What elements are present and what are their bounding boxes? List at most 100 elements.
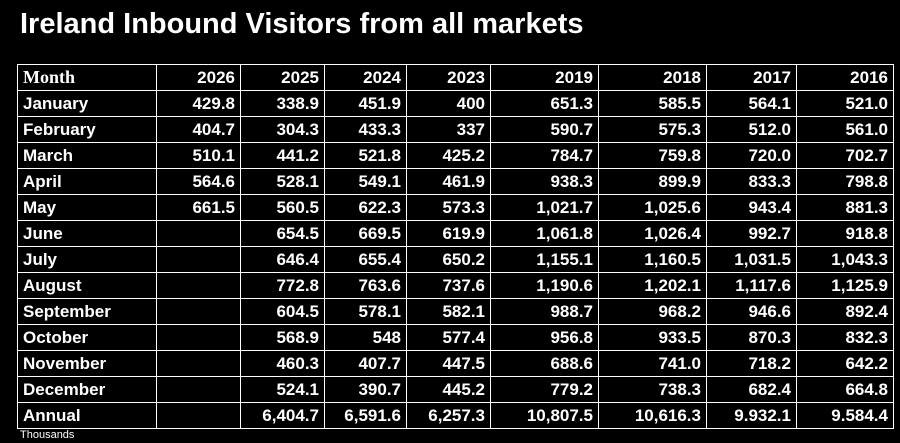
table-cell: 390.7 (324, 376, 407, 403)
table-cell: 6,257.3 (406, 402, 491, 429)
table-row: December 524.1 390.7 445.2 779.2 738.3 682.4 66… (17, 376, 894, 403)
table-cell (156, 246, 241, 273)
table-cell: 429.8 (156, 90, 241, 117)
table-cell: 946.6 (706, 298, 797, 325)
table-cell: 688.6 (490, 350, 599, 377)
table-cell: 832.3 (796, 324, 894, 351)
table-cell: 549.1 (324, 168, 407, 195)
table-row: October 568.9 548 577.4 956.8 933.5 870.3 832.3 (17, 324, 894, 351)
table-cell: 654.5 (240, 220, 325, 247)
header-cell: 2016 (796, 64, 894, 91)
table-cell: 1,117.6 (706, 272, 797, 299)
table-cell: 582.1 (406, 298, 491, 325)
table-cell: 956.8 (490, 324, 599, 351)
table-cell: 400 (406, 90, 491, 117)
table-cell: 1,061.8 (490, 220, 599, 247)
header-cell: 2018 (598, 64, 707, 91)
table-cell: 447.5 (406, 350, 491, 377)
table-cell: 669.5 (324, 220, 407, 247)
table-cell: 1,026.4 (598, 220, 707, 247)
table-row: July 646.4 655.4 650.2 1,155.1 1,160.5 1,031.5… (17, 246, 894, 273)
table-cell: 718.2 (706, 350, 797, 377)
header-cell: 2019 (490, 64, 599, 91)
table-cell: 763.6 (324, 272, 407, 299)
table-cell: 6,591.6 (324, 402, 407, 429)
table-row: September 604.5 578.1 582.1 988.7 968.2 946.6 8… (17, 298, 894, 325)
table-cell: 1,160.5 (598, 246, 707, 273)
table-cell: 577.4 (406, 324, 491, 351)
table-cell: 655.4 (324, 246, 407, 273)
table-row: March 510.1 441.2 521.8 425.2 784.7 759.8 720.0… (17, 142, 894, 169)
table-cell: 651.3 (490, 90, 599, 117)
table-cell: 642.2 (796, 350, 894, 377)
table-body: January 429.8 338.9 451.9 400 651.3 585.5 564.1… (17, 90, 894, 429)
table-cell: 425.2 (406, 142, 491, 169)
table-cell: 573.3 (406, 194, 491, 221)
table-cell: 304.3 (240, 116, 325, 143)
row-label: December (17, 376, 157, 403)
table-cell: 561.0 (796, 116, 894, 143)
table-cell: 604.5 (240, 298, 325, 325)
row-label: August (17, 272, 157, 299)
table-cell: 528.1 (240, 168, 325, 195)
table-cell: 899.9 (598, 168, 707, 195)
table-cell: 1,190.6 (490, 272, 599, 299)
table-cell: 441.2 (240, 142, 325, 169)
header-cell: 2017 (706, 64, 797, 91)
row-label: May (17, 194, 157, 221)
table-cell: 779.2 (490, 376, 599, 403)
table-cell: 664.8 (796, 376, 894, 403)
table-cell: 510.1 (156, 142, 241, 169)
table-cell: 943.4 (706, 194, 797, 221)
table-cell: 460.3 (240, 350, 325, 377)
table-cell: 1,031.5 (706, 246, 797, 273)
table-cell: 702.7 (796, 142, 894, 169)
table-cell (156, 324, 241, 351)
row-label: July (17, 246, 157, 273)
header-cell: 2024 (324, 64, 407, 91)
table-cell: 720.0 (706, 142, 797, 169)
table-cell: 622.3 (324, 194, 407, 221)
table-cell: 6,404.7 (240, 402, 325, 429)
table-cell: 738.3 (598, 376, 707, 403)
table-cell: 578.1 (324, 298, 407, 325)
table-row: May 661.5 560.5 622.3 573.3 1,021.7 1,025.6 943… (17, 194, 894, 221)
table-cell: 404.7 (156, 116, 241, 143)
table-cell: 661.5 (156, 194, 241, 221)
visitors-table: Month 2026 2025 2024 2023 2019 2018 2017 2016 Ja… (17, 64, 894, 429)
table-cell: 10,807.5 (490, 402, 599, 429)
row-label: June (17, 220, 157, 247)
title: Ireland Inbound Visitors from all market… (20, 8, 584, 40)
table-cell: 772.8 (240, 272, 325, 299)
table-cell: 568.9 (240, 324, 325, 351)
table-cell: 548 (324, 324, 407, 351)
table-cell: 1,202.1 (598, 272, 707, 299)
table-cell: 433.3 (324, 116, 407, 143)
table-cell (156, 298, 241, 325)
table-cell: 9.584.4 (796, 402, 894, 429)
table-cell (156, 350, 241, 377)
table-cell: 521.8 (324, 142, 407, 169)
table-cell: 1,021.7 (490, 194, 599, 221)
table-cell: 759.8 (598, 142, 707, 169)
table-cell: 445.2 (406, 376, 491, 403)
table-cell (156, 402, 241, 429)
table-cell: 407.7 (324, 350, 407, 377)
row-label: Annual (17, 402, 157, 429)
table-cell: 737.6 (406, 272, 491, 299)
table-row: June 654.5 669.5 619.9 1,061.8 1,026.4 992.7 91… (17, 220, 894, 247)
header-cell: 2023 (406, 64, 491, 91)
table-cell: 512.0 (706, 116, 797, 143)
table-cell: 933.5 (598, 324, 707, 351)
row-label: February (17, 116, 157, 143)
table-cell: 650.2 (406, 246, 491, 273)
table-cell: 575.3 (598, 116, 707, 143)
table-cell: 968.2 (598, 298, 707, 325)
table-cell: 938.3 (490, 168, 599, 195)
header-cell: 2025 (240, 64, 325, 91)
table-cell: 682.4 (706, 376, 797, 403)
table-cell: 560.5 (240, 194, 325, 221)
table-row: January 429.8 338.9 451.9 400 651.3 585.5 564.1… (17, 90, 894, 117)
table-cell: 870.3 (706, 324, 797, 351)
row-label: October (17, 324, 157, 351)
